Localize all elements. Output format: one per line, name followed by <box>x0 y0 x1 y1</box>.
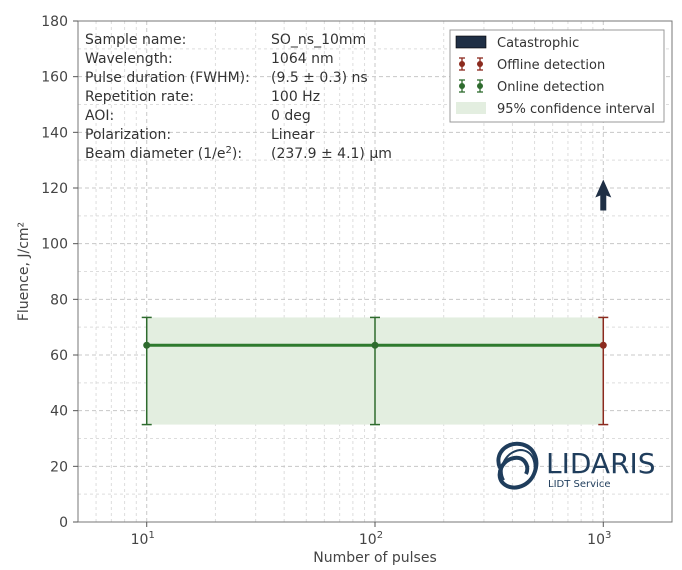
info-label: Sample name: <box>85 32 186 48</box>
info-value: 100 Hz <box>271 89 320 105</box>
offline-data-point <box>599 341 607 349</box>
legend-marker <box>477 61 483 67</box>
legend-marker <box>459 83 465 89</box>
info-value: 0 deg <box>271 108 311 124</box>
info-value: (237.9 ± 4.1) µm <box>271 146 392 162</box>
legend-marker <box>477 83 483 89</box>
online-data-point <box>371 341 379 349</box>
y-tick-label: 120 <box>41 181 68 197</box>
y-tick-label: 140 <box>41 125 68 141</box>
lidaris-logo: LIDARIS LIDT Service <box>496 441 656 490</box>
y-tick-label: 20 <box>50 459 68 475</box>
info-value: Linear <box>271 127 315 143</box>
info-label: Polarization: <box>85 127 171 143</box>
x-tick-label: 103 <box>587 530 611 548</box>
legend-label: Catastrophic <box>497 36 579 51</box>
logo-tagline: LIDT Service <box>548 479 610 490</box>
y-tick-label: 0 <box>59 515 68 531</box>
legend-swatch-catastrophic <box>455 35 487 49</box>
lidaris-logo-mark-icon <box>496 441 539 490</box>
catastrophic-arrow <box>595 179 612 211</box>
y-axis-label: Fluence, J/cm² <box>16 222 32 321</box>
legend-label: Offline detection <box>497 58 605 73</box>
y-tick-label: 160 <box>41 70 68 86</box>
axis-ticks: 0 20 40 60 80 100 120 140 160 180 101 102 103 <box>41 14 611 548</box>
x-tick-label: 101 <box>131 530 155 548</box>
y-tick-label: 100 <box>41 237 68 253</box>
data-series <box>141 316 609 426</box>
online-data-point <box>143 341 151 349</box>
y-tick-label: 60 <box>50 348 68 364</box>
info-value: SO_ns_10mm <box>271 32 366 48</box>
info-label: Wavelength: <box>85 51 173 67</box>
x-tick-label: 102 <box>359 530 383 548</box>
legend-swatch-band <box>456 102 486 114</box>
y-tick-label: 180 <box>41 14 68 30</box>
x-axis-label: Number of pulses <box>313 550 436 566</box>
legend-marker <box>459 61 465 67</box>
legend-label: Online detection <box>497 80 604 95</box>
info-label: Pulse duration (FWHM): <box>85 70 250 86</box>
info-label: AOI: <box>85 108 114 124</box>
logo-name: LIDARIS <box>546 447 656 480</box>
info-value: 1064 nm <box>271 51 334 67</box>
legend: Catastrophic Offline detection Online dete… <box>449 29 665 123</box>
info-label: Repetition rate: <box>85 89 194 105</box>
sample-info-block: Sample name: SO_ns_10mm Wavelength: 1064 nm… <box>85 32 392 162</box>
y-tick-label: 80 <box>50 292 68 308</box>
legend-label: 95% confidence interval <box>497 102 655 117</box>
arrow-up-icon <box>595 179 612 211</box>
y-tick-label: 40 <box>50 404 68 420</box>
info-label: Beam diameter (1/e2): <box>85 145 242 162</box>
info-value: (9.5 ± 0.3) ns <box>271 70 368 86</box>
